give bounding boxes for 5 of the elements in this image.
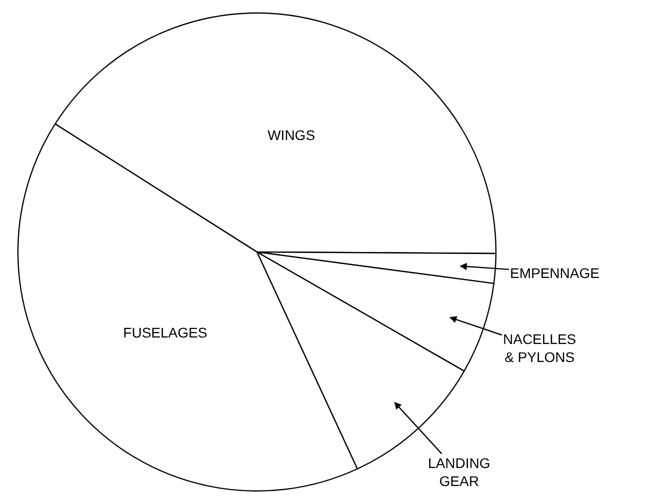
slice-label: NACELLES & PYLONS [503, 331, 576, 366]
slice-label: WINGS [268, 127, 316, 144]
slice-label: FUSELAGES [123, 324, 208, 340]
slice-label: EMPENNAGE [510, 265, 600, 281]
slice-label: LANDING GEAR [428, 455, 490, 490]
